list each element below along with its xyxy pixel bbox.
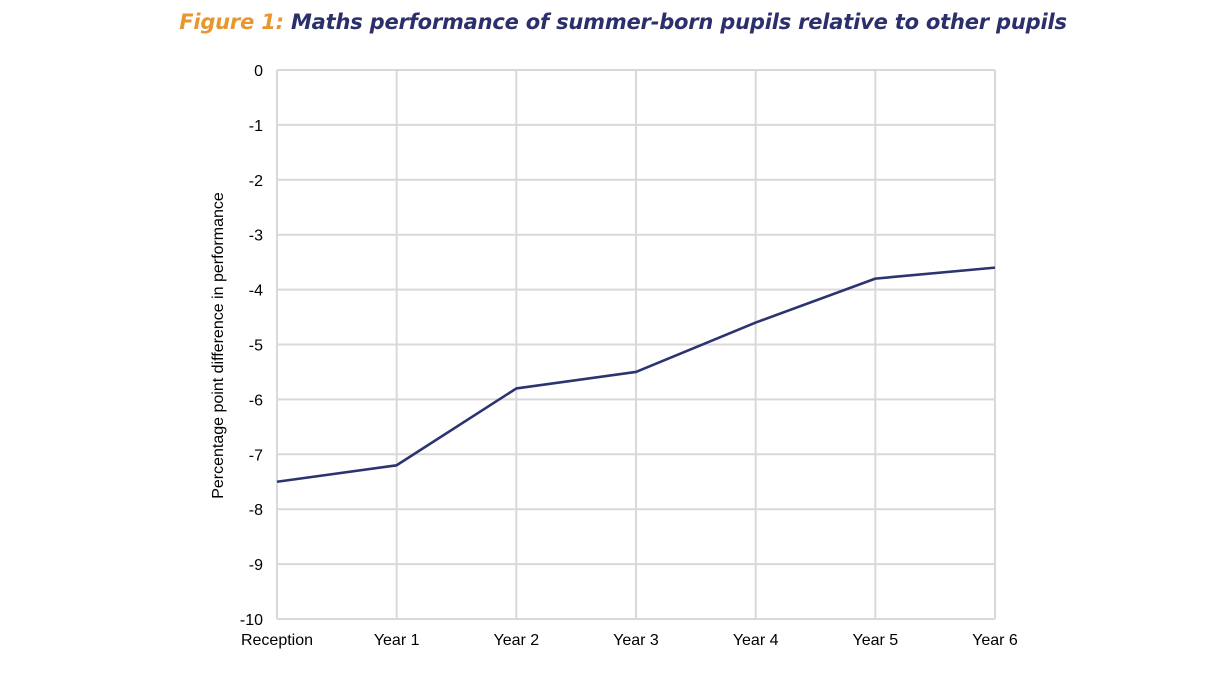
- figure-number: Figure 1:: [179, 10, 284, 34]
- series: [276, 266, 996, 484]
- y-tick-label: -6: [249, 392, 263, 409]
- y-tick-label: -7: [249, 447, 263, 464]
- y-tick-label: 0: [254, 63, 263, 80]
- y-tick-label: -10: [240, 612, 263, 629]
- x-tick-label: Year 6: [972, 632, 1018, 649]
- x-tick-label: Year 1: [374, 632, 420, 649]
- y-tick-label: -9: [249, 557, 263, 574]
- x-tick-label: Reception: [241, 632, 313, 649]
- y-tick-label: -5: [249, 338, 263, 355]
- x-axis-ticks: Reception Year 1 Year 2 Year 3 Year 4 Year 5 Y…: [241, 632, 1018, 649]
- y-tick-label: -4: [249, 283, 263, 300]
- x-tick-label: Year 3: [613, 632, 659, 649]
- y-axis-title: Percentage point difference in performan…: [210, 192, 227, 499]
- y-tick-label: -8: [249, 502, 263, 519]
- y-tick-label: -3: [249, 228, 263, 245]
- figure-title-text: Maths performance of summer-born pupils …: [290, 10, 1067, 34]
- x-tick-label: Year 5: [852, 632, 898, 649]
- y-axis-ticks: 0 -1 -2 -3 -4 -5 -6 -7 -8 -9 -10: [240, 63, 263, 629]
- x-tick-label: Year 2: [493, 632, 539, 649]
- x-tick-label: Year 4: [733, 632, 779, 649]
- y-tick-label: -2: [249, 173, 263, 190]
- figure-title: Figure 1: Maths performance of summer-bo…: [0, 10, 1220, 34]
- y-tick-label: -1: [249, 118, 263, 135]
- grid: [276, 69, 996, 620]
